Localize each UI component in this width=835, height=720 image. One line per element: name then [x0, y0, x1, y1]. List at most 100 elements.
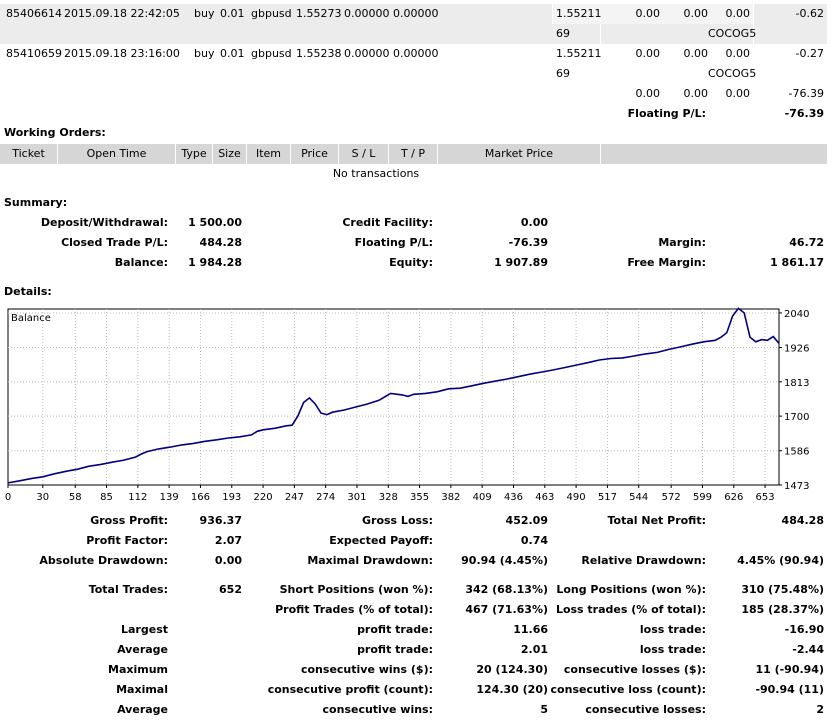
x-tick-label: 139	[160, 492, 179, 503]
max-consecutive-profit-label: consecutive profit (count):	[267, 683, 433, 696]
type: buy	[194, 7, 215, 20]
avg-consecutive-losses-value: 2	[816, 703, 824, 716]
balance-chart: 0 30 58 85 112 139 166 193 220 247 274 301 328 355 382…	[5, 307, 809, 503]
swap: 0.00	[725, 7, 751, 20]
market-price: 1.55211	[556, 7, 602, 20]
x-tick-label: 112	[128, 492, 147, 503]
gross-loss-value: 452.09	[505, 514, 548, 527]
item: gbpusd	[251, 7, 292, 20]
trade-row-shade	[601, 24, 753, 44]
max-consecutive-profit-value: 124.30 (20)	[476, 683, 548, 696]
swap: 0.00	[725, 47, 751, 60]
taxes: 0.00	[683, 7, 709, 20]
comment: COCOG5	[708, 27, 757, 40]
size: 0.01	[220, 7, 245, 20]
average-profit-trade-label: profit trade:	[357, 643, 433, 656]
col-header-price[interactable]: Price	[291, 144, 339, 164]
tp: 0.00000	[393, 7, 439, 20]
sl: 0.00000	[344, 47, 390, 60]
x-tick-label: 301	[347, 492, 366, 503]
trade-row-shade	[754, 4, 827, 24]
total-trades-label: Total Trades:	[88, 583, 168, 596]
y-tick-label: 1813	[784, 378, 809, 389]
average-loss-trade-value: -2.44	[792, 643, 824, 656]
summary-title: Summary:	[4, 196, 68, 209]
x-tick-label: 436	[504, 492, 523, 503]
price: 1.55273	[296, 7, 342, 20]
max-consecutive-losses-label: consecutive losses ($):	[563, 663, 706, 676]
x-tick-label: 247	[285, 492, 304, 503]
largest-profit-trade-label: profit trade:	[357, 623, 433, 636]
price: 1.55238	[296, 47, 342, 60]
taxes: 0.00	[683, 47, 709, 60]
closed-pl-label: Closed Trade P/L:	[61, 236, 168, 249]
sub-number: 69	[556, 67, 570, 80]
chart-title: Balance	[11, 313, 51, 324]
largest-loss-trade-value: -16.90	[784, 623, 824, 636]
x-tick-label: 517	[598, 492, 617, 503]
commission: 0.00	[635, 7, 661, 20]
profit-trades-value: 467 (71.63%)	[465, 603, 548, 616]
y-tick-label: 1586	[784, 447, 809, 458]
y-tick-label: 2040	[784, 309, 809, 320]
sl: 0.00000	[344, 7, 390, 20]
balance-line	[7, 307, 780, 484]
maximum-label: Maximum	[108, 663, 168, 676]
col-header-open-time[interactable]: Open Time	[58, 144, 176, 164]
x-tick-label: 544	[629, 492, 648, 503]
total-profit: -76.39	[788, 87, 824, 100]
x-tick-label: 626	[724, 492, 743, 503]
gross-profit-value: 936.37	[199, 514, 242, 527]
col-header-market-price[interactable]: Market Price	[438, 144, 601, 164]
net-profit-value: 484.28	[781, 514, 824, 527]
x-tick-label: 463	[535, 492, 554, 503]
x-tick-label: 193	[222, 492, 241, 503]
ticket: 85410659	[6, 47, 62, 60]
credit-label: Credit Facility:	[342, 216, 433, 229]
long-positions-value: 310 (75.48%)	[741, 583, 824, 596]
average-profit-trade-value: 2.01	[520, 643, 548, 656]
details-title: Details:	[4, 285, 52, 298]
max-consecutive-wins-value: 20 (124.30)	[476, 663, 548, 676]
maximal-label: Maximal	[116, 683, 168, 696]
x-tick-label: 382	[441, 492, 460, 503]
expected-payoff-value: 0.74	[520, 534, 548, 547]
x-tick-label: 166	[191, 492, 210, 503]
floating-pl-value: -76.39	[784, 107, 824, 120]
summary-floating-label: Floating P/L:	[354, 236, 433, 249]
trade-row-shade	[754, 24, 827, 44]
x-tick-label: 30	[36, 492, 49, 503]
max-consecutive-losses-value: 11 (-90.94)	[755, 663, 824, 676]
y-tick-label: 1473	[784, 481, 809, 492]
avg-consecutive-wins-value: 5	[540, 703, 548, 716]
free-margin-label: Free Margin:	[627, 256, 706, 269]
col-header-ticket[interactable]: Ticket	[0, 144, 58, 164]
total-swap: 0.00	[725, 87, 751, 100]
open-time: 2015.09.18 23:16:00	[64, 47, 180, 60]
x-tick-label: 572	[662, 492, 681, 503]
x-tick-label: 85	[100, 492, 113, 503]
tp: 0.00000	[393, 47, 439, 60]
average2-label: Average	[117, 703, 168, 716]
margin-label: Margin:	[658, 236, 706, 249]
equity-label: Equity:	[389, 256, 433, 269]
largest-profit-trade-value: 11.66	[513, 623, 548, 636]
x-tick-label: 328	[379, 492, 398, 503]
col-header-tp[interactable]: T / P	[389, 144, 438, 164]
floating-pl-label: Floating P/L:	[627, 107, 706, 120]
col-header-size[interactable]: Size	[213, 144, 247, 164]
no-transactions-text: No transactions	[332, 167, 420, 180]
largest-label: Largest	[121, 623, 168, 636]
col-header-sl[interactable]: S / L	[339, 144, 389, 164]
equity-value: 1 907.89	[494, 256, 548, 269]
sub-number: 69	[556, 27, 570, 40]
col-header-type[interactable]: Type	[176, 144, 213, 164]
trade-row-shade	[0, 24, 600, 44]
max-consecutive-loss-value: -90.94 (11)	[755, 683, 824, 696]
x-tick-label: 599	[693, 492, 712, 503]
x-tick-label: 58	[69, 492, 82, 503]
avg-consecutive-wins-label: consecutive wins:	[322, 703, 433, 716]
col-header-item[interactable]: Item	[247, 144, 291, 164]
comment: COCOG5	[708, 67, 757, 80]
max-consecutive-loss-label: consecutive loss (count):	[550, 683, 706, 696]
